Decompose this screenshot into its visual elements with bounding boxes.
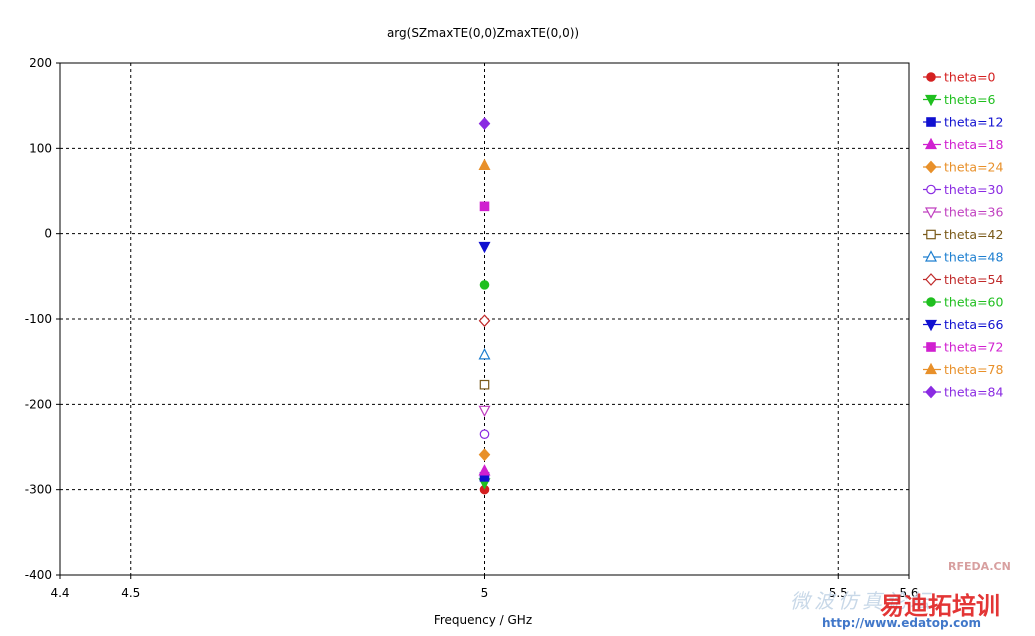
legend-item: theta=24 [923, 160, 1004, 175]
data-point [478, 348, 491, 360]
y-tick-label: -300 [25, 483, 52, 497]
y-tick-label: 100 [29, 141, 52, 155]
legend-marker [925, 94, 937, 107]
legend-marker [926, 297, 936, 307]
x-axis: 4.4 4.5 5 5.5 5.6 [50, 575, 919, 600]
y-axis: 200 100 0 -100 -200 -300 -400 [25, 56, 60, 582]
legend-item: theta=66 [923, 317, 1004, 332]
chart-title: arg(SZmaxTE(0,0)ZmaxTE(0,0)) [387, 26, 579, 40]
x-tick-label: 5.6 [899, 586, 918, 600]
legend-marker [925, 319, 937, 332]
x-tick-label: 4.5 [121, 586, 140, 600]
legend-item: theta=60 [923, 295, 1004, 310]
legend-marker [925, 137, 937, 150]
legend-item: theta=54 [923, 272, 1004, 287]
x-tick-label: 4.4 [50, 586, 69, 600]
legend-marker [926, 117, 936, 127]
legend-item: theta=84 [923, 385, 1004, 400]
data-point [479, 429, 490, 439]
y-tick-label: -200 [25, 397, 52, 411]
legend-label: theta=42 [944, 227, 1003, 242]
legend-marker [926, 184, 936, 195]
legend-label: theta=60 [944, 295, 1004, 310]
legend-item: theta=30 [923, 182, 1004, 197]
y-tick-label: -100 [25, 312, 52, 326]
legend-marker [925, 207, 937, 219]
legend-item: theta=12 [923, 115, 1003, 130]
legend-label: theta=12 [944, 115, 1003, 130]
watermark-url: http://www.edatop.com [822, 616, 982, 630]
legend-marker [925, 273, 937, 286]
y-tick-label: -400 [25, 568, 52, 582]
data-point [479, 280, 490, 290]
data-point [478, 241, 491, 254]
legend-item: theta=72 [923, 340, 1003, 355]
x-tick-label: 5 [481, 586, 489, 600]
legend-label: theta=18 [944, 137, 1004, 152]
legend-marker [925, 250, 937, 262]
legend-label: theta=24 [944, 160, 1004, 175]
legend-marker [925, 385, 937, 399]
data-points [478, 117, 491, 495]
watermark-site: RFEDA.CN [948, 560, 1011, 573]
legend-marker [925, 362, 937, 375]
legend-label: theta=30 [944, 182, 1004, 197]
data-point [478, 464, 491, 476]
legend-label: theta=54 [944, 272, 1004, 287]
legend-item: theta=0 [923, 70, 996, 85]
data-point [478, 405, 491, 418]
legend-label: theta=36 [944, 205, 1004, 220]
y-tick-label: 0 [44, 227, 52, 241]
legend-item: theta=48 [923, 250, 1004, 265]
legend-label: theta=72 [944, 340, 1003, 355]
watermark-forum: 微波仿真论坛 [790, 589, 934, 613]
data-point [478, 314, 491, 328]
data-point [478, 158, 491, 170]
legend-item: theta=18 [923, 137, 1004, 152]
y-tick-label: 200 [29, 56, 52, 70]
data-point [479, 379, 490, 390]
legend-label: theta=48 [944, 250, 1004, 265]
data-point [478, 117, 491, 130]
data-point [478, 448, 491, 462]
legend-label: theta=6 [944, 92, 996, 107]
legend-item: theta=42 [923, 227, 1003, 242]
legend-marker [926, 342, 936, 352]
legend-marker [926, 72, 936, 82]
legend-marker [925, 160, 937, 174]
legend: theta=0 theta=6 theta=12 theta=18 theta=24 th… [923, 70, 1004, 400]
watermark-brand: 易迪拓培训 [880, 592, 1000, 620]
x-tick-label: 5.5 [829, 586, 848, 600]
legend-marker [926, 229, 936, 240]
data-point [479, 201, 490, 212]
legend-item: theta=6 [923, 92, 996, 107]
x-axis-label: Frequency / GHz [434, 613, 532, 627]
legend-label: theta=66 [944, 317, 1004, 332]
legend-item: theta=36 [923, 205, 1004, 220]
legend-label: theta=84 [944, 385, 1004, 400]
legend-label: theta=78 [944, 362, 1004, 377]
legend-label: theta=0 [944, 70, 996, 85]
legend-item: theta=78 [923, 362, 1004, 377]
